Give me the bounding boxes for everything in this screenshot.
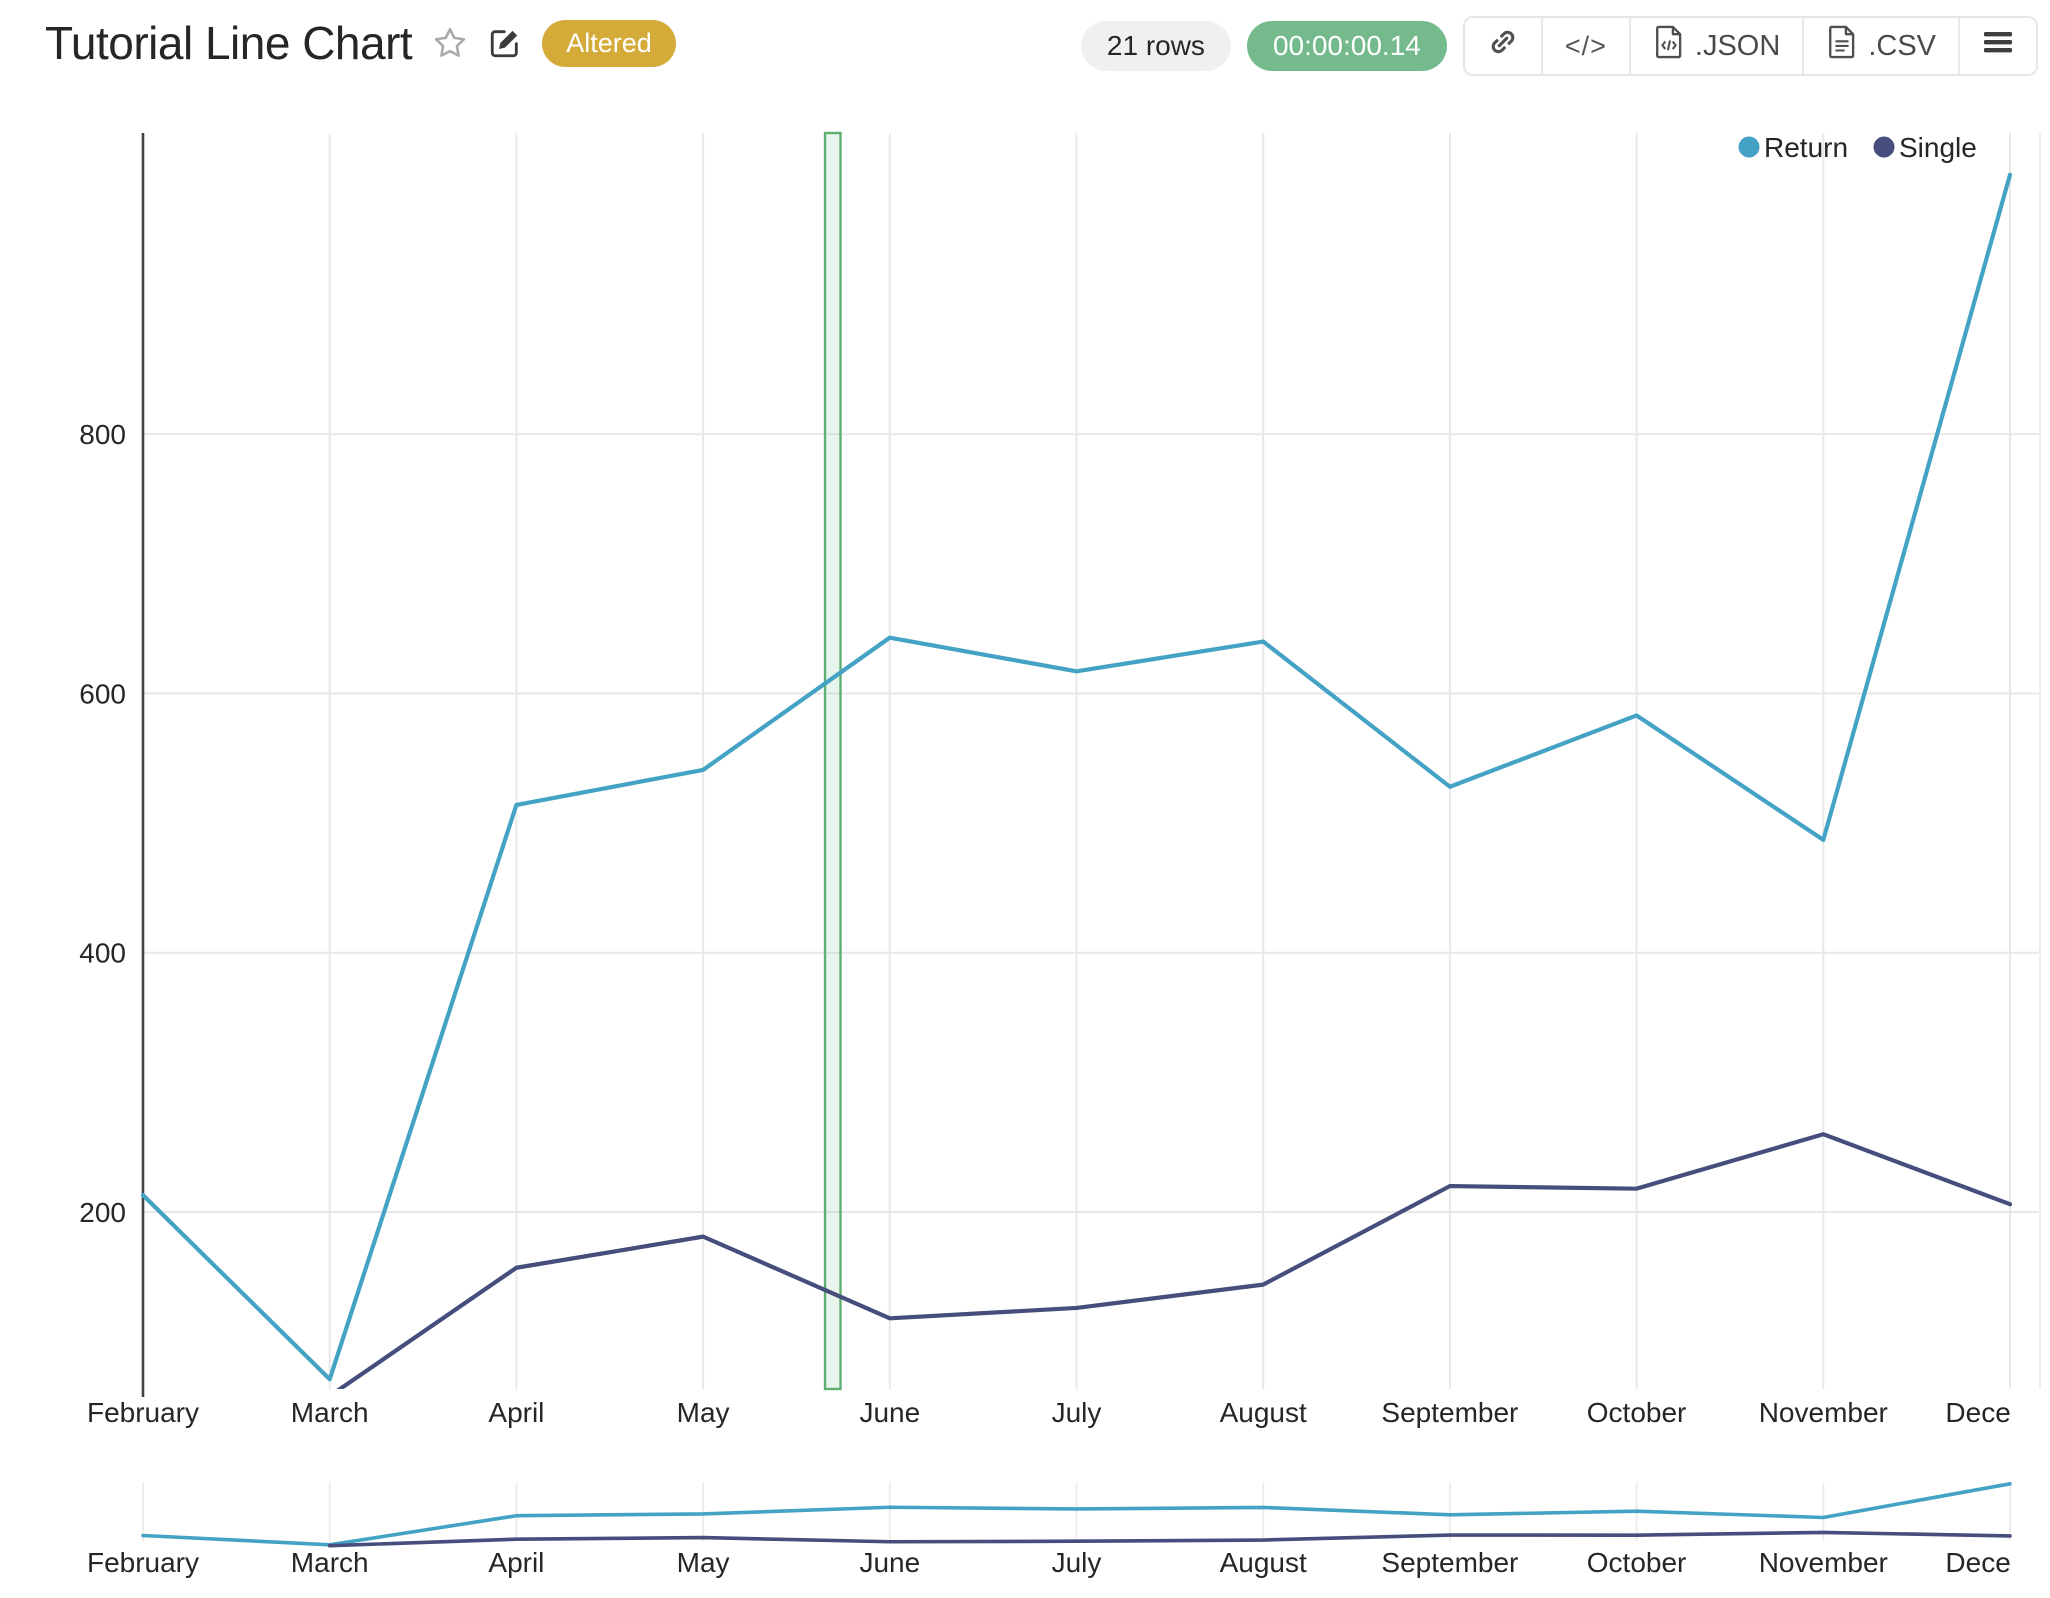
overview-tick-label: July	[1052, 1547, 1102, 1578]
overview-tick-label: June	[859, 1547, 920, 1578]
status-badge: Altered	[542, 19, 676, 67]
overview-tick-label: February	[87, 1547, 199, 1578]
duration-badge: 00:00:00.14	[1246, 21, 1447, 71]
overview-tick-label: December	[1945, 1547, 2050, 1578]
overview-tick-label: October	[1587, 1547, 1687, 1578]
overview-line-single	[327, 1530, 2012, 1548]
chart-legend: Return Single	[1738, 132, 1977, 163]
csv-file-icon	[1826, 25, 1858, 67]
x-tick-label: March	[291, 1397, 369, 1428]
y-tick-label: 200	[79, 1197, 126, 1228]
edit-icon[interactable]	[488, 26, 522, 60]
overview-tick-label: April	[488, 1547, 544, 1578]
header: Tutorial Line Chart Altered	[45, 16, 676, 70]
favorite-star-icon[interactable]	[432, 25, 468, 61]
x-tick-label: September	[1381, 1397, 1518, 1428]
overview-line-return	[141, 1482, 2012, 1547]
x-tick-label: June	[859, 1397, 920, 1428]
overview-tick-label: May	[677, 1547, 730, 1578]
x-tick-label: October	[1587, 1397, 1687, 1428]
legend-item-single[interactable]: Single	[1873, 132, 1977, 163]
series-line-single[interactable]	[330, 1132, 2013, 1396]
menu-button[interactable]	[1958, 18, 2036, 74]
x-tick-label: November	[1759, 1397, 1888, 1428]
share-link-button[interactable]	[1464, 18, 1541, 74]
overview-tick-label: September	[1381, 1547, 1518, 1578]
legend-label: Return	[1764, 132, 1848, 163]
overview-tick-label: November	[1759, 1547, 1888, 1578]
hamburger-menu-icon	[1982, 28, 2014, 64]
header-toolbar: 21 rows 00:00:00.14 </>	[1080, 16, 2038, 76]
x-tick-label: February	[87, 1397, 199, 1428]
y-tick-label: 800	[79, 419, 126, 450]
row-count-badge: 21 rows	[1080, 21, 1231, 71]
x-tick-label: August	[1220, 1397, 1307, 1428]
page-title: Tutorial Line Chart	[45, 17, 413, 69]
code-icon: </>	[1564, 30, 1607, 61]
x-tick-label: December	[1945, 1397, 2050, 1428]
legend-label: Single	[1899, 132, 1977, 163]
overview-tick-label: August	[1220, 1547, 1307, 1578]
selection-band[interactable]	[823, 131, 842, 1391]
main-chart: 200 400 600 800 February March April May June Jul…	[79, 131, 2050, 1428]
overview-chart[interactable]: February March April May June July August Septe…	[87, 1482, 2050, 1578]
overview-tick-label: March	[291, 1547, 369, 1578]
download-csv-button[interactable]: .CSV	[1802, 18, 1958, 74]
json-file-icon	[1653, 25, 1685, 67]
series-line-return[interactable]	[141, 172, 2013, 1382]
download-csv-label: .CSV	[1868, 29, 1936, 62]
legend-item-return[interactable]: Return	[1738, 132, 1849, 163]
y-tick-label: 400	[79, 938, 126, 969]
legend-swatch	[1738, 136, 1760, 158]
x-tick-label: July	[1052, 1397, 1102, 1428]
legend-swatch	[1873, 136, 1895, 158]
embed-code-button[interactable]: </>	[1540, 18, 1629, 74]
link-icon	[1487, 26, 1519, 66]
download-json-label: .JSON	[1694, 29, 1781, 62]
download-json-button[interactable]: .JSON	[1628, 18, 1803, 74]
x-tick-label: April	[488, 1397, 544, 1428]
y-tick-label: 600	[79, 678, 126, 709]
export-button-group: </> .JSON	[1462, 16, 2038, 76]
x-tick-label: May	[677, 1397, 730, 1428]
